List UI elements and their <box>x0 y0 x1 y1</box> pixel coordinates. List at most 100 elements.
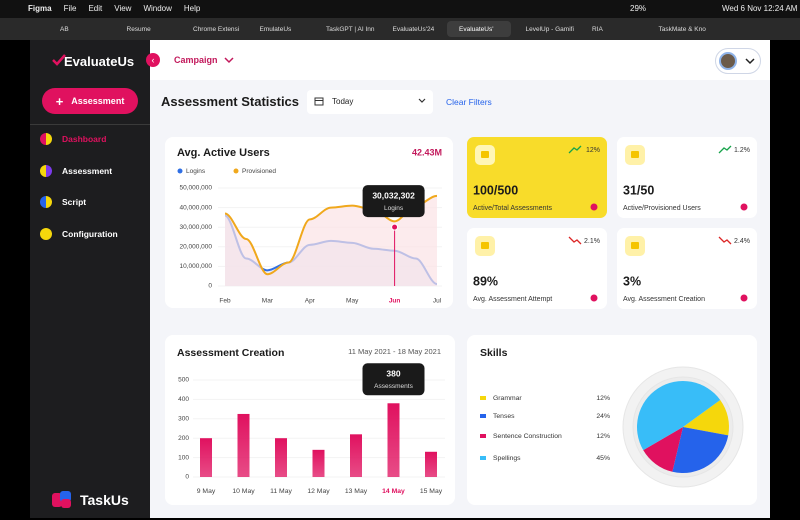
trend-change: 1.2% <box>734 147 750 154</box>
tab[interactable]: EmulateUs <box>259 26 292 33</box>
new-assessment-button[interactable]: + Assessment <box>42 88 138 114</box>
nav-icon <box>40 133 52 145</box>
stat-icon-glyph <box>481 151 489 158</box>
page-title: Assessment Statistics <box>161 94 300 109</box>
tab[interactable]: LevelUp - Gamifi <box>525 26 574 33</box>
trend-arrow <box>568 236 582 245</box>
campaign-menu[interactable]: Campaign <box>174 55 218 65</box>
tooltip-label: Assessments <box>374 383 413 390</box>
x-tick-label: 14 May <box>382 488 405 495</box>
date-filter[interactable] <box>307 90 433 114</box>
legend-swatch <box>233 168 239 174</box>
stat-card <box>467 228 607 309</box>
value-label: 45% <box>596 455 610 462</box>
stat-label: Active/Total Assessments <box>473 205 552 212</box>
menu-item[interactable]: Help <box>183 4 201 13</box>
menu-item[interactable]: Figma <box>28 4 52 13</box>
calendar-icon <box>314 97 324 106</box>
sidebar: EvaluateUs + Assessment Dashboard Assessme… <box>30 40 150 518</box>
tooltip-point <box>391 223 399 231</box>
avatar <box>719 52 737 70</box>
tooltip <box>362 185 425 218</box>
collapse-button[interactable]: ‹ <box>146 53 160 67</box>
y-tick-label: 50,000,000 <box>179 185 212 192</box>
stat-label: Avg. Assessment Creation <box>623 296 705 303</box>
y-tick-label: 40,000,000 <box>179 204 212 211</box>
divider <box>30 124 150 125</box>
menubar: Figma File Edit View Window Help 29% Wed 6 No… <box>0 0 800 18</box>
tab[interactable]: Resume <box>126 26 151 33</box>
clear-filters[interactable]: Clear Filters <box>446 97 492 107</box>
stat-value: 31/50 <box>623 183 654 197</box>
legend-swatch <box>480 456 486 460</box>
info-icon <box>590 294 598 302</box>
nav-item[interactable]: Assessment <box>62 165 113 176</box>
tooltip-series: Logins <box>384 205 404 212</box>
plus-icon: + <box>55 93 64 109</box>
bar <box>237 413 250 477</box>
x-tick-label: 15 May <box>420 488 443 495</box>
x-tick-label: 11 May <box>270 488 292 495</box>
nav-item[interactable]: Script <box>62 197 87 207</box>
tab[interactable]: Chrome Extensi <box>193 26 240 33</box>
x-tick-label: Feb <box>219 298 231 305</box>
date-filter-value: Today <box>332 97 354 106</box>
taskus-icon <box>52 491 71 508</box>
tab[interactable]: EvaluateUs' <box>447 21 511 37</box>
pie-slice <box>672 427 729 473</box>
bar <box>387 403 400 477</box>
value-label: 12% <box>596 395 610 402</box>
stat-icon-glyph <box>481 242 489 249</box>
tab[interactable]: EvaluateUs'24 <box>392 26 435 33</box>
x-tick-label: Jul <box>433 298 442 305</box>
legend-label: Logins <box>186 168 206 175</box>
caret <box>745 58 755 65</box>
bar <box>200 438 212 477</box>
nav-item[interactable]: Dashboard <box>62 134 107 144</box>
stat-icon-glyph <box>631 151 639 158</box>
trend-arrow <box>718 236 732 245</box>
info-icon <box>740 294 748 302</box>
menu-item[interactable]: File <box>63 4 77 13</box>
y-tick-label: 0 <box>208 283 212 290</box>
y-tick-label: 10,000,000 <box>179 263 212 270</box>
nav-icon <box>40 196 52 208</box>
legend-label: Provisioned <box>242 168 276 175</box>
tab[interactable]: AB <box>60 26 69 33</box>
stat-label: Avg. Assessment Attempt <box>473 296 552 303</box>
menu-item[interactable]: Edit <box>88 4 103 13</box>
legend-swatch <box>480 414 486 418</box>
x-tick-label: 10 May <box>232 488 255 495</box>
tab[interactable]: RIA <box>592 26 603 33</box>
info-icon <box>740 203 748 211</box>
value-label: 12% <box>596 433 610 440</box>
logo-check <box>52 54 66 66</box>
legend-swatch <box>480 434 486 438</box>
x-tick-label: Apr <box>305 298 316 305</box>
tab[interactable]: TaskGPT | AI Inn <box>326 26 375 33</box>
chart-title: Assessment Creation <box>177 347 284 359</box>
bar <box>350 434 362 477</box>
y-tick-label: 100 <box>178 454 189 461</box>
tooltip-value: 380 <box>386 369 400 379</box>
x-tick-label: 13 May <box>345 488 368 495</box>
date-range: 11 May 2021 - 18 May 2021 <box>348 347 441 356</box>
tooltip-value: 30,032,302 <box>372 190 415 200</box>
menu-item[interactable]: Window <box>143 4 172 13</box>
legend-label: Tenses <box>493 413 515 420</box>
nav-item[interactable]: Configuration <box>62 228 118 239</box>
tab[interactable]: TaskMate & Kno <box>658 26 706 33</box>
stat-card <box>617 137 757 218</box>
tooltip <box>362 363 425 396</box>
y-tick-label: 500 <box>178 377 189 384</box>
button-label: Assessment <box>71 96 125 106</box>
topbar <box>150 40 770 80</box>
legend-label: Sentence Construction <box>493 433 562 440</box>
stat-value: 89% <box>473 274 498 288</box>
menu-item[interactable]: View <box>114 4 132 13</box>
bar <box>312 449 325 477</box>
y-tick-label: 20,000,000 <box>179 244 212 251</box>
trend-arrow <box>718 145 732 154</box>
